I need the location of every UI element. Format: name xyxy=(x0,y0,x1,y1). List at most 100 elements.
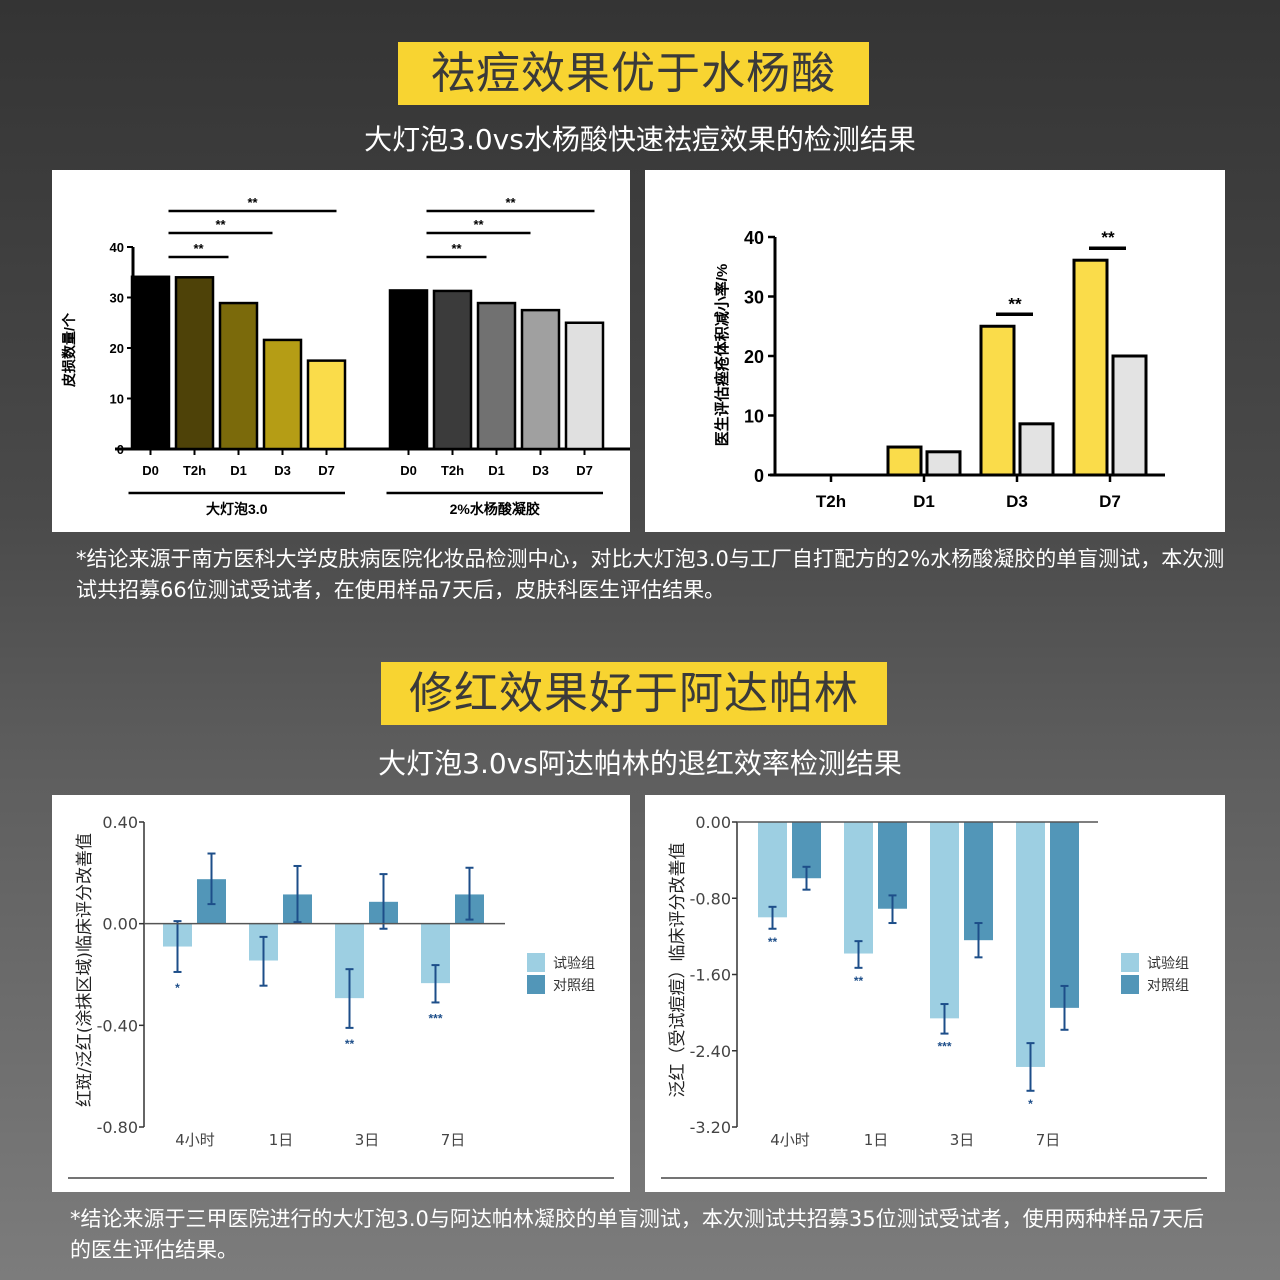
y-tick-label: 30 xyxy=(110,291,124,306)
x-tick-label: D7 xyxy=(318,463,335,478)
significance-label: ** xyxy=(451,241,462,256)
x-tick-label: D1 xyxy=(913,492,935,511)
bar xyxy=(306,359,347,451)
chart-acne-volume-reduction: 0 10 20 30 40 医生评估痤疮体积减小率/% T2h D1 D3 ** D7 ** xyxy=(645,170,1225,532)
significance-label: * xyxy=(175,981,180,995)
y-tick-label: -0.80 xyxy=(97,1118,138,1137)
section2-subtitle: 大灯泡3.0vs阿达帕林的退红效率检测结果 xyxy=(378,747,902,780)
y-tick-label: 10 xyxy=(744,407,764,427)
y-tick-label: -0.80 xyxy=(690,889,731,908)
x-tick-label: D3 xyxy=(532,463,549,478)
y-tick-label: 40 xyxy=(744,228,764,248)
x-tick-label: D3 xyxy=(274,463,291,478)
bar-test xyxy=(886,445,923,477)
y-tick-label: 0.00 xyxy=(102,915,138,934)
y-tick-label: 10 xyxy=(110,392,124,407)
bar-control xyxy=(878,822,907,909)
bar xyxy=(130,275,171,451)
y-tick-label: 0 xyxy=(117,442,124,457)
y-tick-label: 0.40 xyxy=(102,813,138,832)
significance-label: ** xyxy=(1101,228,1115,247)
bar-test xyxy=(1016,822,1045,1067)
legend-label: 试验组 xyxy=(1147,956,1189,972)
bar-control xyxy=(925,450,962,477)
bar xyxy=(564,321,605,451)
group-label: 2%水杨酸凝胶 xyxy=(450,501,540,517)
significance-label: ** xyxy=(768,935,778,949)
significance-label: ** xyxy=(193,241,204,256)
x-tick-label: 4小时 xyxy=(175,1131,215,1149)
x-tick-label: T2h xyxy=(441,463,464,478)
bar-control xyxy=(1050,822,1079,1008)
significance-label: ** xyxy=(1008,294,1022,313)
bar-control xyxy=(964,822,993,941)
chart-erythema-improvement: -0.80 -0.40 0.00 0.40 红斑/泛红(涂抹区域)临床评分改善值 * 4小时… xyxy=(52,795,630,1192)
legend-label: 对照组 xyxy=(553,978,595,994)
bar-test xyxy=(979,324,1016,477)
section2-title: 修红效果好于阿达帕林 xyxy=(381,662,887,725)
bar-test xyxy=(930,822,959,1019)
bar xyxy=(520,308,561,451)
section2-footnote: *结论来源于三甲医院进行的大灯泡3.0与阿达帕林凝胶的单盲测试，本次测试共招募3… xyxy=(70,1207,1204,1262)
y-tick-label: 30 xyxy=(744,288,764,308)
significance-label: *** xyxy=(428,1011,442,1025)
y-tick-label: -0.40 xyxy=(97,1016,138,1035)
y-tick-label: -1.60 xyxy=(690,966,731,985)
x-tick-label: 4小时 xyxy=(770,1131,810,1149)
x-tick-label: D1 xyxy=(230,463,247,478)
x-tick-label: 7日 xyxy=(1036,1131,1061,1149)
significance-label: ** xyxy=(505,195,516,210)
y-tick-label: 0 xyxy=(754,466,764,486)
chart-redness-improvement: -3.20 -2.40 -1.60 -0.80 0.00 泛红（受试痘痘）临床评分改善值 *… xyxy=(645,795,1225,1192)
y-axis-label: 红斑/泛红(涂抹区域)临床评分改善值 xyxy=(75,833,95,1107)
section1-subtitle: 大灯泡3.0vs水杨酸快速祛痘效果的检测结果 xyxy=(364,123,916,156)
y-tick-label: 20 xyxy=(744,347,764,367)
significance-label: ** xyxy=(854,974,864,988)
y-tick-label: -3.20 xyxy=(690,1118,731,1137)
x-tick-label: 3日 xyxy=(950,1131,975,1149)
x-tick-label: 3日 xyxy=(355,1131,380,1149)
significance-label: *** xyxy=(937,1040,951,1054)
x-tick-label: D7 xyxy=(1099,492,1121,511)
y-tick-label: 20 xyxy=(110,341,124,356)
bar-test xyxy=(844,822,873,954)
bar xyxy=(432,289,473,451)
x-tick-label: D7 xyxy=(576,463,593,478)
legend-label: 试验组 xyxy=(553,956,595,972)
legend-label: 对照组 xyxy=(1147,978,1189,994)
y-axis-label: 皮损数量/个 xyxy=(61,312,77,388)
x-tick-label: D0 xyxy=(400,463,417,478)
group-label: 大灯泡3.0 xyxy=(206,501,268,517)
x-tick-label: D0 xyxy=(142,463,159,478)
x-tick-label: 7日 xyxy=(441,1131,466,1149)
x-tick-label: 1日 xyxy=(864,1131,889,1149)
bar-control xyxy=(1018,422,1055,477)
bar xyxy=(476,301,517,451)
bar-test xyxy=(1072,258,1109,477)
chart-lesion-count: 0 10 20 30 40 皮损数量/个 D0 T2h D1 D3 D7 大灯泡3.0 ** ** ** D0… xyxy=(52,170,630,532)
x-tick-label: 1日 xyxy=(269,1131,294,1149)
legend-swatch-control xyxy=(1121,975,1139,994)
legend-swatch-control xyxy=(527,975,545,994)
significance-label: ** xyxy=(247,195,258,210)
y-axis-label: 医生评估痤疮体积减小率/% xyxy=(713,264,731,447)
significance-label: ** xyxy=(473,217,484,232)
section1-title: 祛痘效果优于水杨酸 xyxy=(398,42,869,105)
bar xyxy=(388,289,429,451)
significance-label: * xyxy=(1028,1097,1033,1111)
y-tick-label: -2.40 xyxy=(690,1042,731,1061)
significance-label: ** xyxy=(215,217,226,232)
bar xyxy=(174,276,215,451)
y-tick-label: 0.00 xyxy=(695,813,731,832)
x-tick-label: D3 xyxy=(1006,492,1028,511)
legend-swatch-test xyxy=(527,953,545,972)
bar xyxy=(262,338,303,451)
bar xyxy=(218,301,259,451)
x-tick-label: T2h xyxy=(816,492,846,511)
y-tick-label: 40 xyxy=(110,240,124,255)
legend-swatch-test xyxy=(1121,953,1139,972)
significance-label: ** xyxy=(345,1037,355,1051)
bar-control xyxy=(1111,354,1148,477)
x-tick-label: T2h xyxy=(183,463,206,478)
x-tick-label: D1 xyxy=(488,463,505,478)
